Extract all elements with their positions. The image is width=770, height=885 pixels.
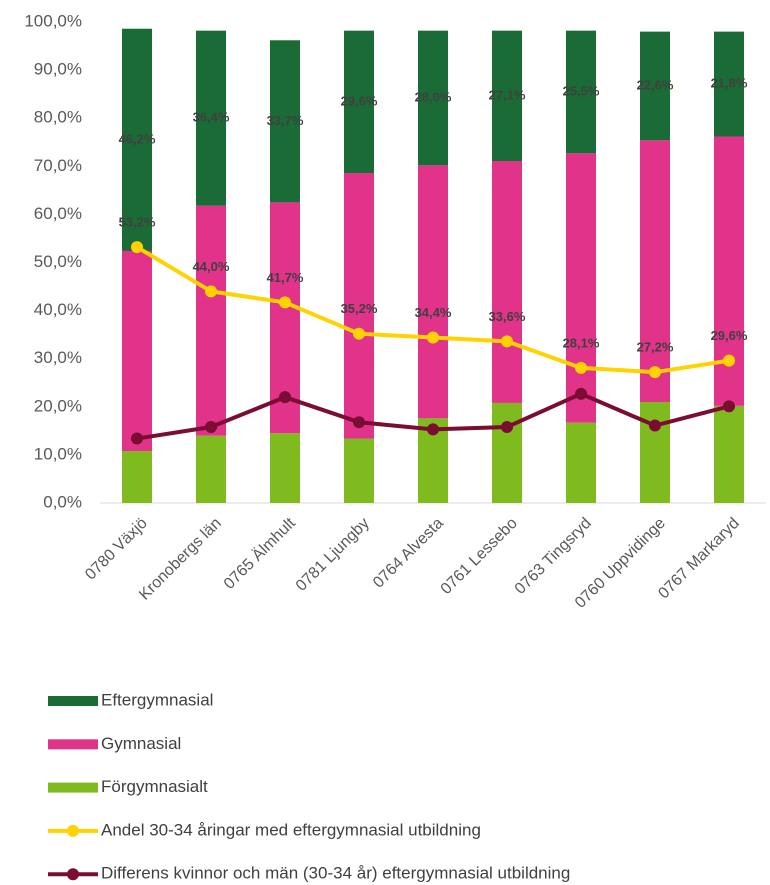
line-marker [427, 331, 439, 344]
data-label: 27,1% [489, 87, 526, 102]
y-tick-label: 60,0% [34, 204, 82, 223]
y-tick-label: 0,0% [43, 492, 82, 511]
data-label: 29,6% [711, 328, 748, 343]
bar-segment [270, 433, 300, 503]
bar-segment [714, 405, 744, 503]
data-label: 28,1% [563, 335, 600, 350]
data-label: 33,6% [489, 309, 526, 324]
data-label: 34,4% [415, 305, 452, 320]
data-label: 46,2% [119, 131, 156, 146]
bar-segment [492, 161, 522, 403]
data-label: 21,8% [711, 75, 748, 90]
bar-segment [640, 401, 670, 503]
bar-segment [270, 40, 300, 203]
data-label: 29,6% [341, 93, 378, 108]
bar-segment [418, 30, 448, 166]
x-tick-label: 0763 Tingsryd [512, 515, 595, 598]
data-label: 53,2% [119, 215, 156, 230]
line-marker [575, 387, 587, 400]
y-tick-label: 70,0% [34, 156, 82, 175]
y-tick-label: 40,0% [34, 300, 82, 319]
line-marker [649, 419, 661, 432]
x-tick-label: 0780 Växjö [82, 515, 151, 584]
bar-segment [640, 140, 670, 402]
x-tick-label: 0765 Älmhult [220, 514, 299, 593]
line-marker [205, 285, 217, 298]
legend-label: Gymnasial [101, 734, 181, 753]
legend-swatch [48, 739, 98, 750]
line-marker [279, 391, 291, 404]
y-tick-label: 10,0% [34, 444, 82, 463]
data-label: 44,0% [193, 259, 230, 274]
legend-swatch [48, 696, 98, 706]
data-label: 33,7% [267, 113, 304, 128]
bar-segment [566, 30, 596, 154]
bar-segment [418, 165, 448, 419]
line-marker [575, 361, 587, 374]
legend-marker [67, 868, 79, 881]
y-tick-label: 50,0% [34, 252, 82, 271]
bar-segment [122, 250, 152, 452]
bar-segment [196, 30, 226, 206]
line-marker [279, 296, 291, 309]
data-label: 22,6% [637, 77, 674, 92]
bar-segment [492, 30, 522, 162]
bar-segment [122, 28, 152, 251]
y-tick-label: 80,0% [34, 108, 82, 127]
line-marker [353, 327, 365, 340]
y-tick-label: 20,0% [34, 396, 82, 415]
bar-segment [640, 31, 670, 141]
bar-segment [344, 30, 374, 174]
line-marker [723, 400, 735, 413]
data-label: 28,0% [415, 89, 452, 104]
x-tick-label: 0767 Markaryd [655, 515, 742, 602]
data-label: 27,2% [637, 340, 674, 355]
legend-swatch [48, 782, 98, 793]
line-marker [723, 354, 735, 367]
legend-label: Eftergymnasial [101, 690, 213, 709]
data-label: 25,5% [563, 83, 600, 98]
bar-segment [196, 205, 226, 436]
x-tick-label: 0764 Alvesta [370, 515, 447, 592]
bar-segment [566, 422, 596, 503]
line-marker [501, 335, 513, 348]
line-marker [131, 241, 143, 254]
line-marker [205, 421, 217, 434]
legend-marker [67, 824, 79, 837]
line-marker [353, 416, 365, 429]
y-tick-label: 90,0% [34, 60, 82, 79]
line-marker [131, 432, 143, 445]
line-marker [649, 366, 661, 379]
legend-label: Förgymnasialt [101, 777, 208, 796]
bar-segment [492, 402, 522, 503]
y-tick-label: 100,0% [24, 11, 82, 30]
bar-segment [344, 438, 374, 503]
data-label: 36,4% [193, 110, 230, 125]
bar-segment [714, 31, 744, 137]
x-tick-label: 0781 Ljungby [293, 515, 373, 595]
legend-label: Andel 30-34 åringar med eftergymnasial u… [101, 820, 481, 839]
data-label: 41,7% [267, 270, 304, 285]
bar-segment [566, 153, 596, 423]
data-label: 35,2% [341, 301, 378, 316]
legend-label: Differens kvinnor och män (30-34 år) eft… [101, 864, 570, 883]
y-tick-label: 30,0% [34, 348, 82, 367]
bar-segment [196, 435, 226, 503]
bar-segment [344, 173, 374, 439]
line-marker [501, 421, 513, 434]
line-marker [427, 423, 439, 436]
x-tick-label: 0761 Lessebo [438, 515, 521, 598]
bar-segment [122, 451, 152, 503]
